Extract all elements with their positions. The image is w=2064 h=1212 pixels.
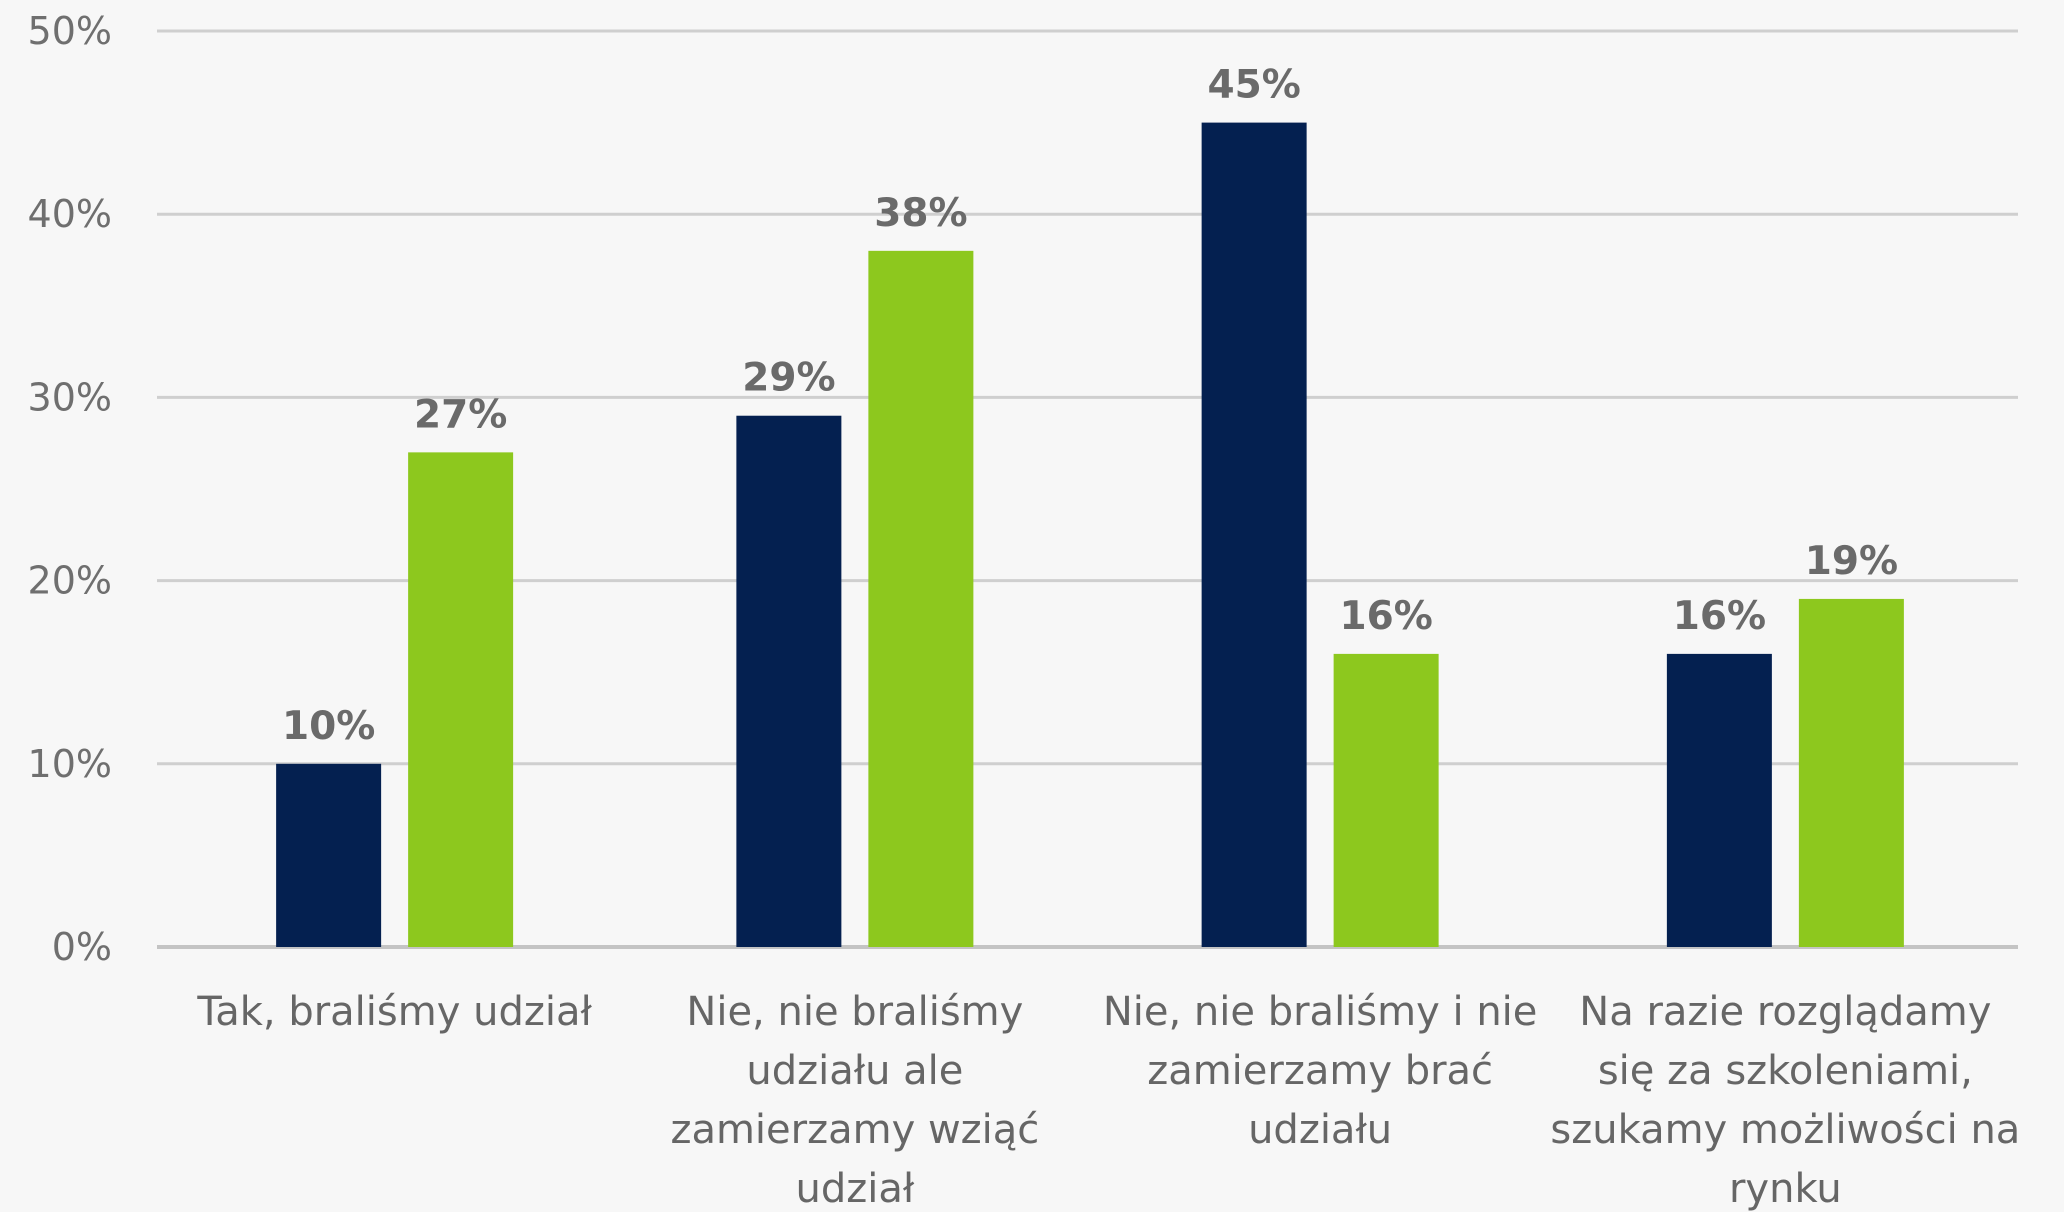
category-label: Nie, nie braliśmy i nie zamierzamy brać ud…	[1103, 989, 1538, 1153]
x-axis-category-labels: Tak, braliśmy udział Nie, nie braliśmy udz…	[196, 989, 2020, 1212]
bar	[408, 452, 514, 947]
category-label: Na razie rozglądamy się za szkoleniami, sz…	[1550, 989, 2020, 1212]
data-label: 16%	[1339, 594, 1432, 639]
category-label: Nie, nie braliśmy udziału ale zamierzamy w…	[670, 989, 1039, 1212]
data-label: 38%	[874, 191, 967, 236]
y-tick-label: 10%	[28, 742, 112, 786]
y-tick-label: 30%	[28, 375, 112, 419]
data-label: 29%	[742, 356, 835, 401]
data-labels: 10% 29% 45% 16% 27% 38% 16% 19%	[282, 63, 1898, 749]
y-axis-tick-labels: 0% 10% 20% 30% 40% 50%	[28, 9, 112, 969]
data-label: 16%	[1673, 594, 1766, 639]
y-tick-label: 0%	[52, 925, 112, 969]
bar	[868, 250, 974, 948]
bar	[1666, 653, 1772, 947]
data-label: 27%	[414, 392, 507, 437]
y-tick-label: 50%	[28, 9, 112, 53]
bar	[1798, 598, 1904, 947]
bars	[276, 122, 1904, 948]
bar	[276, 763, 382, 947]
data-label: 10%	[282, 704, 375, 749]
data-label: 45%	[1207, 63, 1300, 108]
data-label: 19%	[1805, 539, 1898, 584]
y-tick-label: 20%	[28, 559, 112, 603]
bar	[736, 415, 842, 948]
category-label: Tak, braliśmy udział	[196, 989, 592, 1035]
y-tick-label: 40%	[28, 192, 112, 236]
bar	[1201, 122, 1307, 948]
bar	[1333, 653, 1439, 947]
